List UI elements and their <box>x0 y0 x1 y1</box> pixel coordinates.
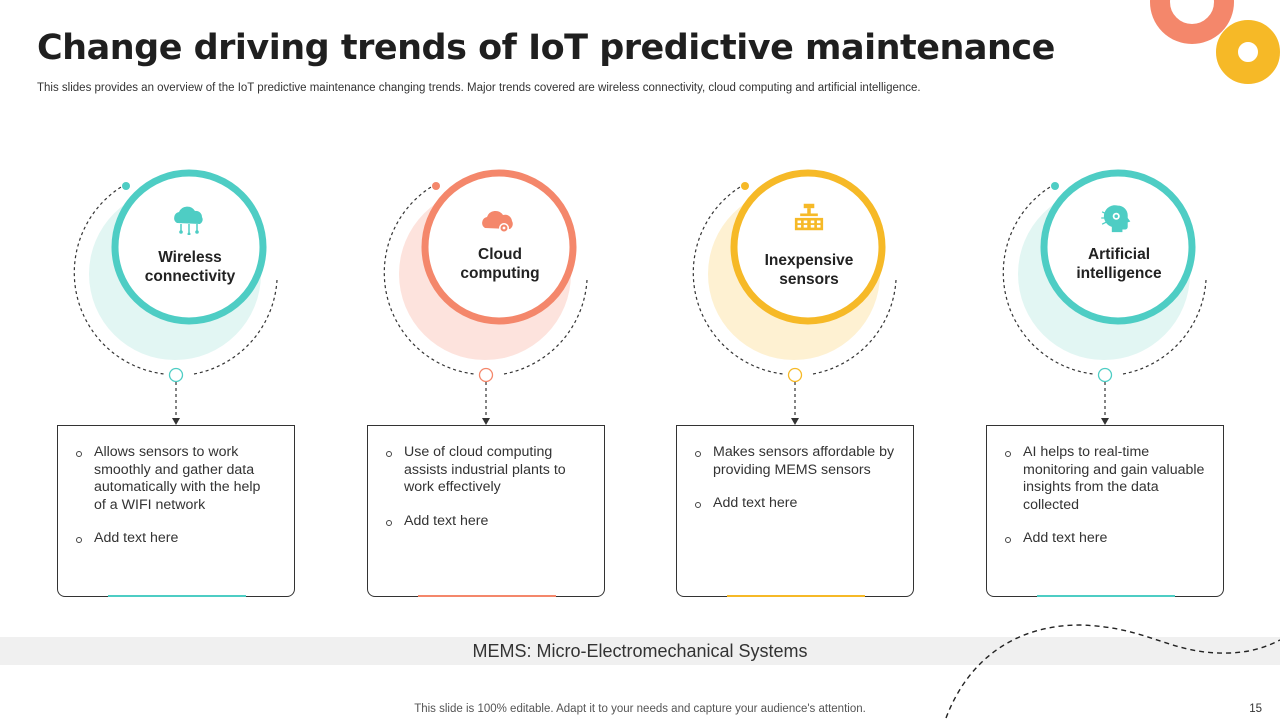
note-bar <box>0 637 1280 665</box>
card-heading: Artificial intelligence <box>1076 246 1162 282</box>
accent-underline <box>1037 595 1175 597</box>
cloud-network-icon <box>174 206 203 235</box>
trend-card-sensors: Inexpensive sensors Makes sensors afforda… <box>676 150 936 610</box>
decorative-ring-yellow <box>1216 20 1280 84</box>
card-graphic <box>1002 169 1207 425</box>
card-heading: Cloud computing <box>460 246 540 282</box>
card-text-box: Makes sensors affordable by providing ME… <box>676 425 914 597</box>
bullet-item: Add text here <box>74 530 276 548</box>
card-text-box: Use of cloud computing assists industria… <box>367 425 605 597</box>
page-title: Change driving trends of IoT predictive … <box>37 28 1055 68</box>
ai-head-icon <box>1101 205 1131 233</box>
bullet-item: Add text here <box>384 513 586 531</box>
card-text-box: AI helps to real-time monitoring and gai… <box>986 425 1224 597</box>
cloud-computing-icon <box>482 210 513 233</box>
accent-underline <box>418 595 556 597</box>
footer-text: This slide is 100% editable. Adapt it to… <box>414 703 866 715</box>
card-heading: Wireless connectivity <box>144 249 236 285</box>
trend-card-ai: Artificial intelligence AI helps to real-… <box>986 150 1246 610</box>
accent-underline <box>108 595 246 597</box>
bullet-item: Use of cloud computing assists industria… <box>384 444 586 497</box>
bullet-item: Add text here <box>693 495 895 513</box>
card-graphic <box>692 169 897 425</box>
bullet-item: Makes sensors affordable by providing ME… <box>693 444 895 479</box>
accent-underline <box>727 595 865 597</box>
card-graphic <box>383 169 588 425</box>
bullet-item: AI helps to real-time monitoring and gai… <box>1003 444 1205 514</box>
trend-card-cloud: Cloud computing Use of cloud computing as… <box>367 150 627 610</box>
decorative-dashed-curve <box>945 624 1280 719</box>
bullet-item: Allows sensors to work smoothly and gath… <box>74 444 276 514</box>
trend-card-wireless: Wireless connectivity Allows sensors to w… <box>57 150 317 610</box>
card-graphic <box>73 169 278 425</box>
note-text: MEMS: Micro-Electromechanical Systems <box>472 641 808 661</box>
bullet-item: Add text here <box>1003 530 1205 548</box>
card-heading: Inexpensive sensors <box>764 252 854 288</box>
sensor-factory-icon <box>794 203 824 231</box>
page-subtitle: This slides provides an overview of the … <box>37 82 921 94</box>
page-number: 15 <box>1249 703 1262 715</box>
card-text-box: Allows sensors to work smoothly and gath… <box>57 425 295 597</box>
